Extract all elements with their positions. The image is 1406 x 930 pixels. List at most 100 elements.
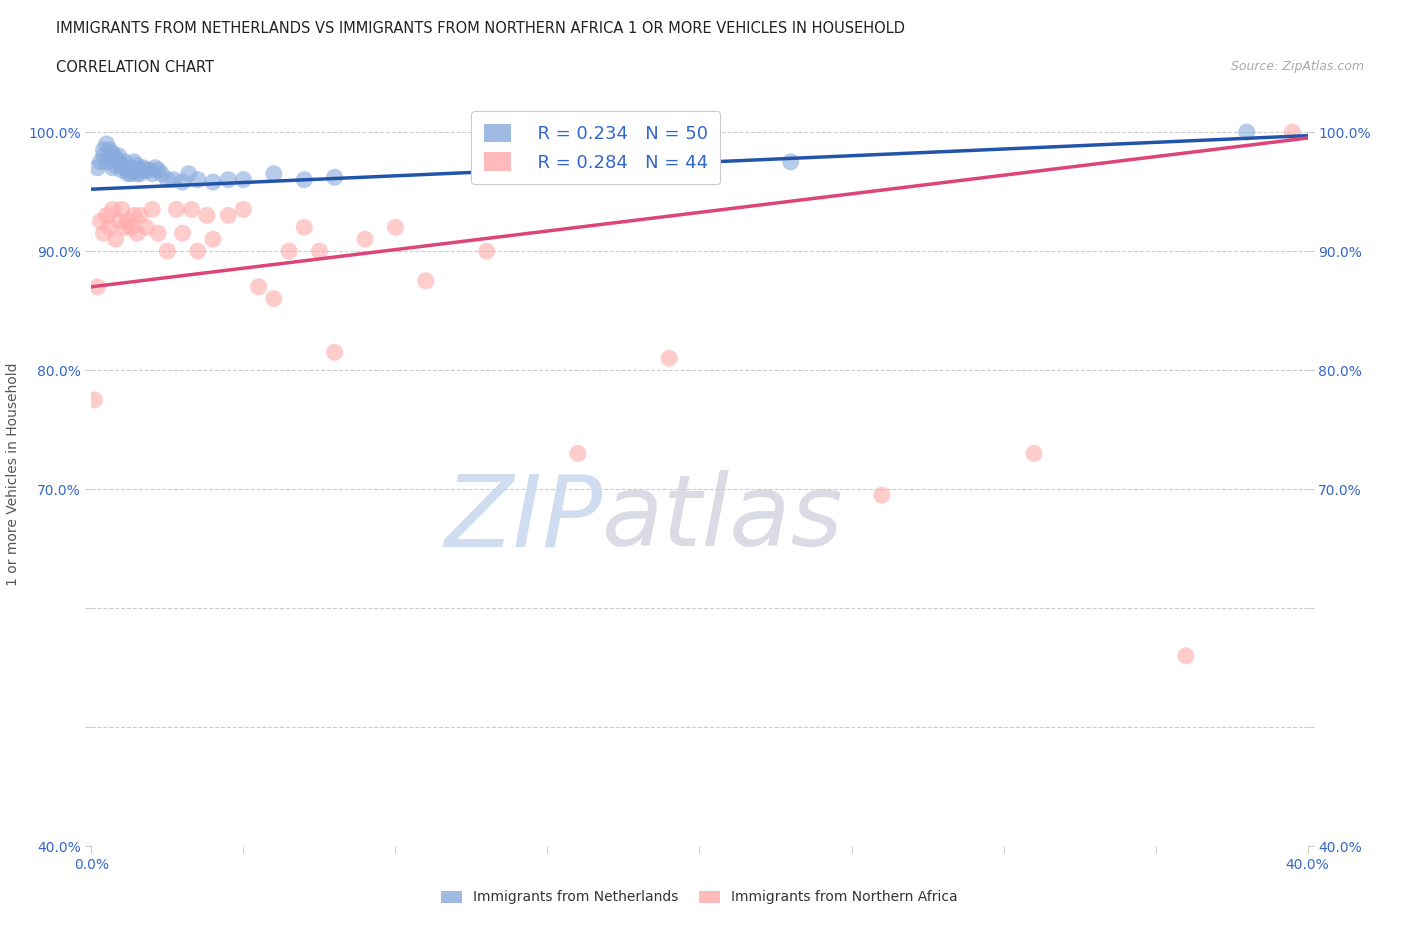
Point (117, 163, 139, 178)
Point (354, 232, 377, 246)
Point (180, 202, 202, 217)
Point (114, 219, 136, 234)
Point (132, 160, 155, 175)
Point (232, 172, 254, 187)
Point (148, 163, 170, 178)
Point (172, 226, 194, 241)
Point (101, 160, 124, 175)
Text: atlas: atlas (602, 471, 844, 567)
Point (111, 158, 134, 173)
Point (135, 219, 157, 234)
Point (217, 172, 239, 187)
Point (536, 160, 558, 175)
Point (138, 163, 160, 178)
Point (475, 244, 498, 259)
Point (125, 158, 148, 173)
Point (195, 208, 218, 223)
Point (247, 279, 270, 294)
Point (122, 163, 145, 178)
Point (384, 219, 406, 234)
Legend: Immigrants from Netherlands, Immigrants from Northern Africa: Immigrants from Netherlands, Immigrants … (436, 885, 963, 910)
Point (93, 149, 115, 164)
Point (96, 137, 118, 152)
Point (104, 151, 127, 166)
Point (1281, 125, 1303, 140)
Point (202, 232, 225, 246)
Point (187, 244, 209, 259)
Point (117, 166, 139, 181)
Point (120, 219, 142, 234)
Point (156, 244, 179, 259)
Point (120, 166, 142, 181)
Point (278, 244, 301, 259)
Point (129, 208, 152, 223)
Point (292, 172, 315, 187)
Point (107, 154, 129, 169)
Point (323, 170, 346, 185)
Point (162, 172, 184, 187)
Point (114, 160, 136, 175)
Point (292, 219, 315, 234)
Point (143, 160, 166, 175)
Point (96, 208, 118, 223)
Point (98, 142, 121, 157)
Point (415, 273, 437, 288)
Point (232, 202, 254, 217)
Point (125, 226, 148, 241)
Point (135, 163, 157, 178)
Point (150, 166, 173, 181)
Point (475, 163, 498, 178)
Point (117, 214, 139, 229)
Point (122, 208, 145, 223)
Point (323, 345, 346, 360)
Point (141, 202, 163, 217)
Point (148, 226, 170, 241)
Point (166, 202, 188, 217)
Text: CORRELATION CHART: CORRELATION CHART (56, 60, 214, 75)
Point (263, 291, 285, 306)
Point (779, 154, 801, 169)
Point (101, 146, 124, 161)
Point (1174, 648, 1197, 663)
Point (98, 151, 121, 166)
Point (870, 487, 893, 502)
Y-axis label: 1 or more Vehicles in Household: 1 or more Vehicles in Household (6, 363, 20, 586)
Point (202, 175, 225, 190)
Point (177, 166, 200, 181)
Point (111, 163, 134, 178)
Point (107, 214, 129, 229)
Point (93, 226, 115, 241)
Point (93, 142, 115, 157)
Point (187, 172, 209, 187)
Text: ZIP: ZIP (444, 471, 602, 567)
Point (86, 160, 108, 175)
Point (129, 163, 152, 178)
Text: IMMIGRANTS FROM NETHERLANDS VS IMMIGRANTS FROM NORTHERN AFRICA 1 OR MORE VEHICLE: IMMIGRANTS FROM NETHERLANDS VS IMMIGRANT… (56, 21, 905, 36)
Point (156, 172, 179, 187)
Point (86, 279, 108, 294)
Point (308, 244, 330, 259)
Text: Source: ZipAtlas.com: Source: ZipAtlas.com (1230, 60, 1364, 73)
Point (125, 166, 148, 181)
Point (217, 208, 239, 223)
Point (89, 154, 111, 169)
Point (120, 160, 142, 175)
Point (263, 166, 285, 181)
Point (1022, 446, 1045, 461)
Point (658, 351, 681, 365)
Point (111, 202, 134, 217)
Point (101, 202, 124, 217)
Point (129, 166, 152, 181)
Point (1236, 125, 1258, 140)
Point (96, 154, 118, 169)
Point (98, 219, 121, 234)
Point (89, 214, 111, 229)
Point (107, 149, 129, 164)
Point (141, 166, 163, 181)
Point (114, 154, 136, 169)
Point (172, 175, 194, 190)
Point (83, 392, 105, 407)
Point (104, 232, 127, 246)
Point (104, 158, 127, 173)
Point (567, 446, 589, 461)
